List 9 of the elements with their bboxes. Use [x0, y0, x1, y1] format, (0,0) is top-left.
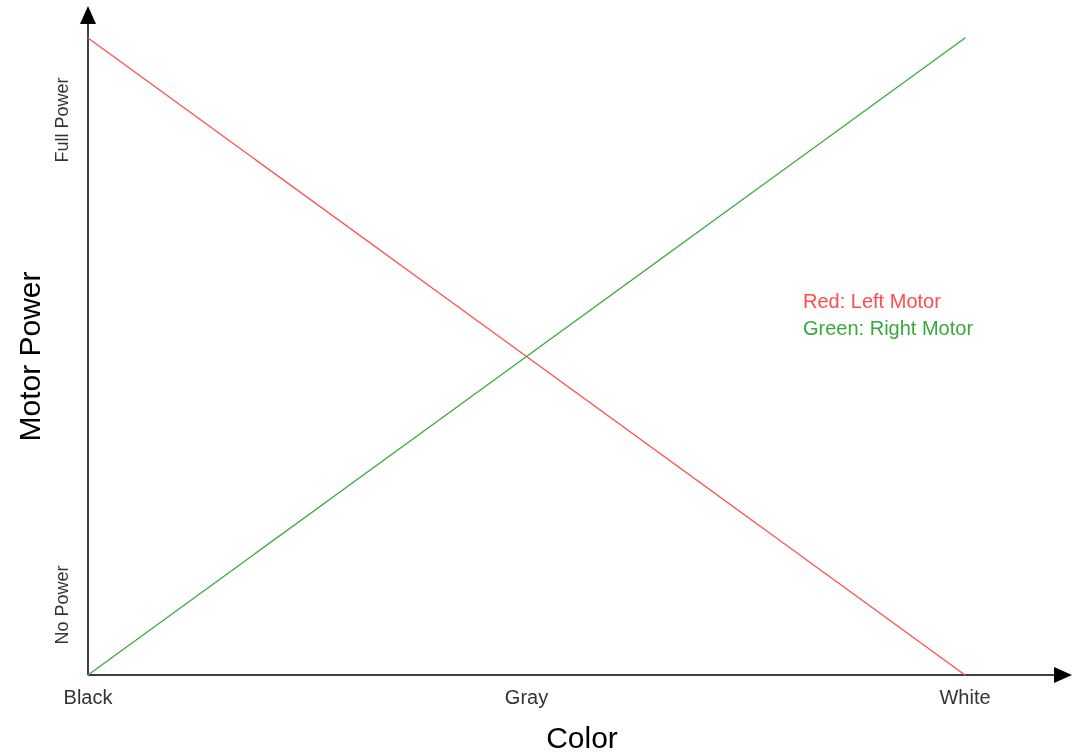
text: No Power: [52, 565, 72, 645]
x-tick-label: Gray: [504, 686, 549, 708]
text: Red: Left Motor: [803, 290, 942, 312]
text: Full Power: [52, 77, 72, 163]
y-axis-title: Motor Power: [13, 271, 46, 442]
x-tick-label: White: [939, 686, 991, 708]
x-tick-label: Black: [63, 686, 114, 708]
x-axis-title: Color: [546, 721, 618, 754]
text: Green: Right Motor: [803, 317, 974, 339]
